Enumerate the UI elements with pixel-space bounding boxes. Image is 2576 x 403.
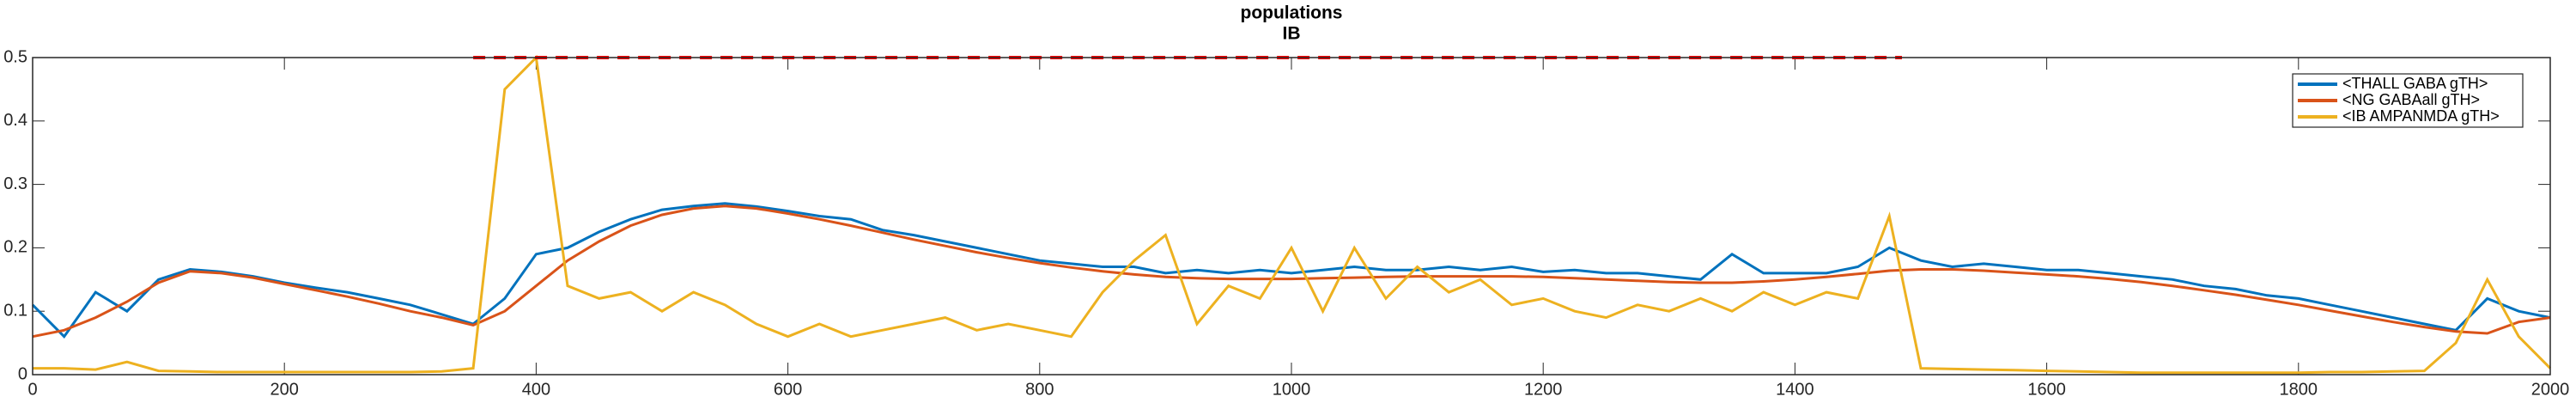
x-tick-label: 0 [27, 380, 37, 399]
legend: <THALL GABA gTH><NG GABAall gTH><IB AMPA… [2292, 73, 2524, 128]
legend-label: <NG GABAall gTH> [2342, 91, 2480, 108]
y-tick-label: 0.1 [3, 301, 27, 320]
x-tick-label: 1600 [2027, 380, 2066, 399]
y-tick-label: 0.3 [3, 174, 27, 193]
x-tick-label: 1200 [1524, 380, 1563, 399]
series-line [32, 205, 2551, 339]
chart-title: populations [1241, 3, 1343, 23]
y-tick-label: 0.4 [3, 111, 27, 130]
x-tick-label: 1400 [1776, 380, 1814, 399]
y-tick-label: 0.2 [3, 238, 27, 257]
legend-label: <IB AMPANMDA gTH> [2342, 107, 2500, 125]
legend-label: <THALL GABA gTH> [2342, 75, 2488, 92]
axes-box [32, 57, 2551, 376]
x-tick-label: 2000 [2531, 380, 2570, 399]
x-tick-label: 200 [270, 380, 299, 399]
x-tick-label: 1800 [2280, 380, 2318, 399]
series-line [31, 202, 2551, 339]
chart-subtitle: IB [1283, 24, 1301, 44]
x-tick-label: 600 [774, 380, 802, 399]
x-tick-label: 800 [1025, 380, 1054, 399]
y-tick-label: 0.5 [3, 47, 27, 66]
x-tick-label: 400 [522, 380, 550, 399]
series-line [33, 54, 2552, 375]
y-tick-label: 0 [18, 364, 27, 383]
x-tick-label: 1000 [1273, 380, 1311, 399]
